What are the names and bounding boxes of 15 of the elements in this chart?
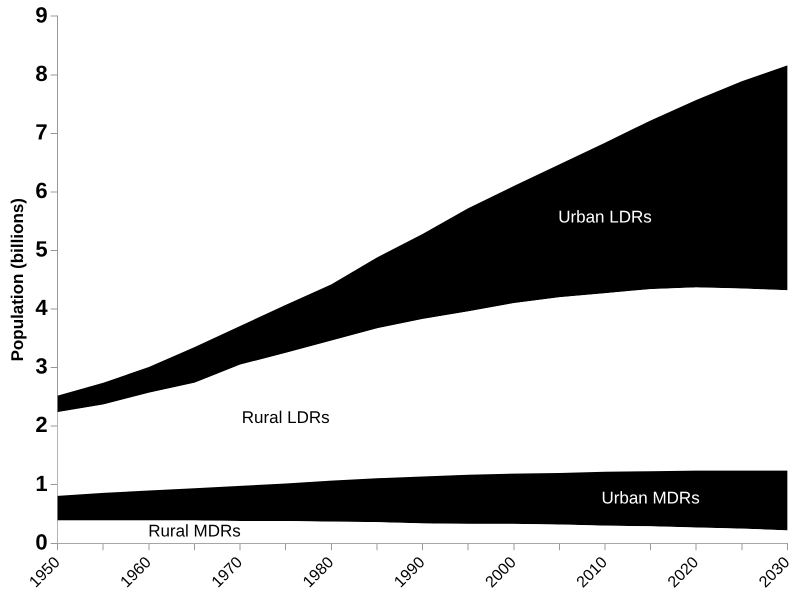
y-tick-label: 0 [35, 529, 48, 554]
y-tick-label: 3 [35, 354, 48, 379]
y-tick-label: 5 [35, 236, 48, 262]
series-label: Rural MDRs [148, 522, 241, 541]
series-label: Urban LDRs [558, 208, 652, 227]
y-tick-label: 4 [35, 295, 48, 320]
series-label: Rural LDRs [242, 408, 330, 427]
y-tick-label: 7 [35, 119, 48, 144]
y-axis-title: Population (billions) [8, 198, 27, 362]
y-tick-label: 8 [35, 60, 48, 86]
series-label: Urban MDRs [601, 488, 700, 508]
y-tick-label: 1 [35, 470, 48, 496]
y-tick-label: 2 [35, 412, 48, 438]
y-tick-label: 6 [35, 178, 48, 203]
y-tick-label: 9 [35, 2, 48, 28]
